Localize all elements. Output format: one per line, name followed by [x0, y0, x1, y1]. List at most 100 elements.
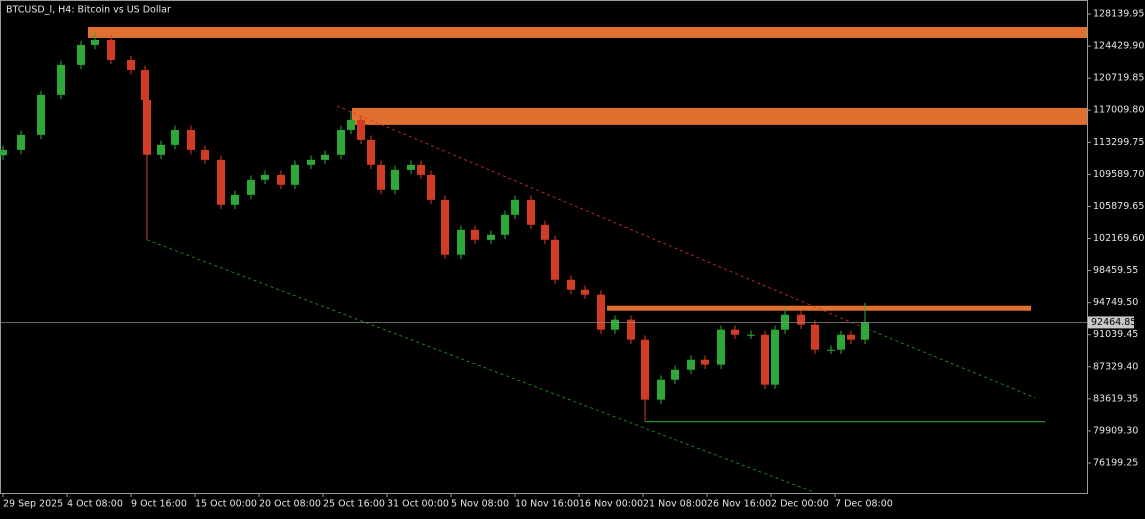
candle-body [217, 159, 225, 205]
y-tick-label: 105879.65 [1093, 201, 1144, 212]
candle-body [141, 69, 149, 100]
candle-body [143, 99, 151, 155]
candle-body [0, 149, 7, 156]
candle-body [77, 44, 85, 65]
x-tick-label: 29 Sep 2025 [3, 499, 63, 510]
candle-body [501, 214, 509, 235]
x-tick-label: 20 Oct 08:00 [259, 499, 321, 510]
candle-body [771, 329, 779, 385]
candle-body [731, 329, 739, 335]
candle-body [797, 314, 805, 325]
candle-body [91, 39, 99, 45]
x-tick-label: 5 Nov 08:00 [451, 499, 509, 510]
candle-body [391, 169, 399, 190]
candle-body [811, 324, 819, 350]
x-tick-label: 4 Oct 08:00 [67, 499, 123, 510]
y-tick-label: 117009.80 [1093, 105, 1144, 116]
candle-body [321, 154, 329, 160]
candle-body [157, 144, 165, 155]
candle-body [107, 39, 115, 60]
candle-body [847, 334, 855, 340]
candle-body [717, 329, 725, 365]
candle-body [347, 119, 355, 130]
candle-body [357, 119, 365, 140]
candle-body [827, 349, 835, 351]
candle-body [761, 334, 769, 385]
candle-body [201, 149, 209, 160]
candle-body [291, 164, 299, 185]
x-tick-label: 25 Oct 16:00 [323, 499, 385, 510]
candle-body [541, 224, 549, 240]
x-tick-label: 2 Dec 00:00 [771, 499, 829, 510]
candle-body [427, 174, 435, 200]
x-tick-label: 21 Nov 08:00 [643, 499, 707, 510]
candle-body [367, 139, 375, 165]
y-tick-label: 102169.60 [1093, 233, 1144, 244]
y-tick-label: 79909.30 [1093, 425, 1138, 436]
candle-body [187, 129, 195, 150]
y-tick-label: 120719.85 [1093, 73, 1144, 84]
candle-body [487, 234, 495, 240]
candle-body [551, 239, 559, 280]
candle-body [471, 229, 479, 240]
candle-body [37, 94, 45, 135]
last-price-box [1088, 316, 1134, 329]
candle-body [457, 229, 465, 255]
candle-body [247, 179, 255, 195]
candle-body [567, 279, 575, 290]
candle-body [417, 164, 425, 175]
candle-body [641, 339, 649, 400]
y-tick-label: 76199.25 [1093, 458, 1138, 469]
trend-line [146, 239, 816, 493]
candle-body [307, 159, 315, 165]
candle-body [627, 319, 635, 340]
candle-body [657, 379, 665, 400]
candle-body [837, 334, 845, 350]
price-zone [352, 107, 1087, 125]
plot-frame [0, 0, 1088, 494]
candle-body [377, 164, 385, 190]
candle-body [337, 129, 345, 155]
trend-line [861, 326, 1036, 399]
y-tick-label: 94749.50 [1093, 297, 1138, 308]
x-tick-label: 26 Nov 16:00 [707, 499, 771, 510]
x-tick-label: 31 Oct 00:00 [387, 499, 449, 510]
candle-body [261, 174, 269, 180]
candle-body [231, 194, 239, 205]
y-tick-label: 124429.90 [1093, 41, 1144, 52]
y-tick-label: 113299.75 [1093, 137, 1144, 148]
y-tick-label: 109589.70 [1093, 169, 1144, 180]
y-tick-label: 128139.95 [1093, 8, 1144, 19]
candle-body [171, 129, 179, 145]
candle-body [441, 199, 449, 255]
x-tick-label: 10 Nov 16:00 [515, 499, 579, 510]
candle-body [527, 199, 535, 225]
candle-body [861, 322, 869, 340]
candle-body [687, 359, 695, 370]
x-tick-label: 15 Oct 00:00 [195, 499, 257, 510]
candle-body [57, 64, 65, 95]
candle-body [671, 369, 679, 380]
y-tick-label: 87329.40 [1093, 361, 1138, 372]
candle-body [17, 134, 25, 150]
last-price-label: 92464.85 [1091, 317, 1136, 328]
candle-body [277, 174, 285, 185]
price-zone [88, 26, 1087, 38]
candle-body [127, 59, 135, 70]
y-tick-label: 83619.35 [1093, 393, 1138, 404]
candle-body [747, 334, 755, 336]
chart-title: BTCUSD_l, H4: Bitcoin vs US Dollar [6, 5, 171, 16]
x-tick-label: 9 Oct 16:00 [131, 499, 187, 510]
y-tick-label: 98459.55 [1093, 265, 1138, 276]
candle-body [581, 289, 589, 295]
candle-body [407, 164, 415, 170]
candle-body [611, 319, 619, 330]
trend-line [336, 105, 863, 328]
candle-body [511, 199, 519, 215]
y-tick-label: 91039.45 [1093, 329, 1138, 340]
candle-body [701, 359, 709, 365]
x-tick-label: 16 Nov 00:00 [579, 499, 643, 510]
x-tick-label: 7 Dec 08:00 [835, 499, 893, 510]
